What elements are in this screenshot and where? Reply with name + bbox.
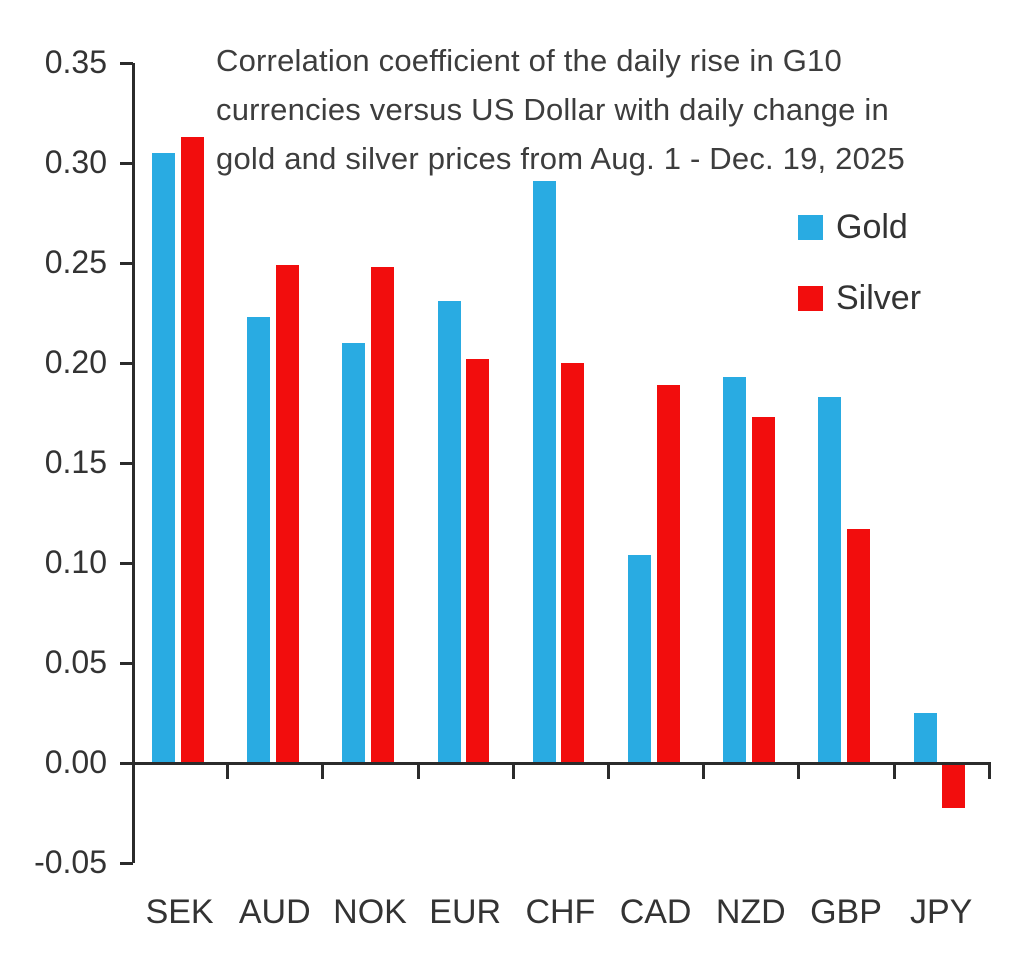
y-tick-label: 0.30 [44,144,107,180]
gold-legend-label: Gold [836,208,908,246]
bar-silver-gbp [846,529,870,763]
y-tick [120,62,133,65]
x-category-label: SEK [145,893,214,931]
bar-silver-nzd [751,417,775,763]
gold-legend-swatch [798,215,823,240]
y-tick-label: 0.35 [44,44,107,80]
y-tick [120,862,133,865]
bar-gold-eur [437,301,461,763]
y-tick-label: 0.20 [44,344,107,380]
x-category-label: NZD [715,893,786,931]
x-axis-line [132,762,991,765]
y-tick [120,662,133,665]
x-category-label: CAD [619,893,692,931]
y-tick [120,162,133,165]
x-tick [226,763,230,779]
y-tick-label: 0.00 [44,744,107,780]
x-tick [607,763,610,779]
y-tick-label: 0.05 [44,644,107,680]
x-tick [321,763,325,779]
bar-gold-cad [628,555,651,763]
y-tick [120,262,133,265]
x-tick [416,763,420,779]
bar-gold-chf [532,181,556,763]
bar-silver-eur [466,359,490,763]
bar-gold-nzd [723,377,747,763]
x-tick [511,763,515,779]
bar-gold-aud [247,317,271,763]
bar-gold-gbp [818,397,842,763]
y-tick-label: 0.15 [44,444,107,480]
legend-item-gold: Gold [798,208,908,247]
y-tick-label: 0.25 [44,244,107,280]
silver-legend-label: Silver [836,279,922,317]
y-tick-label: -0.05 [34,844,107,880]
x-tick [892,763,896,779]
y-tick [120,762,133,765]
y-axis-line [132,63,135,863]
x-category-label: EUR [429,893,502,931]
x-category-label: JPY [910,893,973,931]
bar-gold-sek [152,153,175,763]
x-category-label: AUD [238,893,311,931]
bar-silver-sek [180,137,204,763]
legend-item-silver: Silver [798,279,921,318]
y-tick [120,362,133,365]
silver-legend-swatch [798,286,823,311]
bar-silver-chf [561,363,585,763]
x-category-label: GBP [810,893,882,931]
bar-silver-nok [370,267,394,763]
x-tick [702,763,706,779]
bar-silver-cad [656,385,680,763]
bar-silver-jpy [942,764,966,808]
x-category-label: CHF [525,893,596,931]
bar-silver-aud [275,265,299,763]
y-tick [120,462,133,465]
y-tick-label: 0.10 [44,544,107,580]
x-tick [797,763,801,779]
x-category-label: NOK [333,893,407,931]
x-tick [987,763,991,779]
bar-gold-jpy [913,713,937,763]
y-tick [120,562,133,565]
chart-title: Correlation coefficient of the daily ris… [216,43,905,176]
bar-gold-nok [342,343,366,763]
